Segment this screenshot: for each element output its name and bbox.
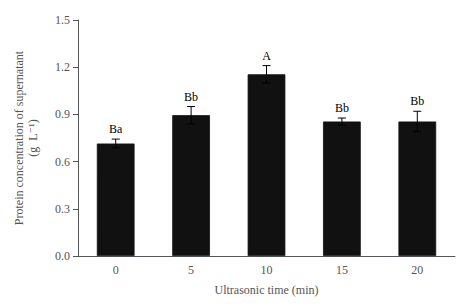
- svg-text:1.2: 1.2: [55, 60, 70, 74]
- svg-text:(g L⁻¹): (g L⁻¹): [26, 119, 40, 156]
- svg-text:A: A: [262, 49, 271, 63]
- svg-text:5: 5: [188, 263, 194, 277]
- svg-text:0.6: 0.6: [55, 155, 70, 169]
- svg-text:0.0: 0.0: [55, 249, 70, 263]
- svg-text:Protein concentration of super: Protein concentration of supernatant: [12, 50, 26, 225]
- svg-text:15: 15: [336, 263, 348, 277]
- svg-text:Ba: Ba: [109, 122, 123, 136]
- svg-text:0: 0: [113, 263, 119, 277]
- svg-text:20: 20: [411, 263, 423, 277]
- svg-text:1.5: 1.5: [55, 13, 70, 27]
- svg-text:Bb: Bb: [335, 101, 349, 115]
- svg-text:0.3: 0.3: [55, 202, 70, 216]
- svg-text:Ultrasonic time (min): Ultrasonic time (min): [215, 283, 319, 297]
- svg-text:Bb: Bb: [184, 90, 198, 104]
- svg-text:0.9: 0.9: [55, 107, 70, 121]
- svg-text:Bb: Bb: [410, 94, 424, 108]
- svg-text:10: 10: [261, 263, 273, 277]
